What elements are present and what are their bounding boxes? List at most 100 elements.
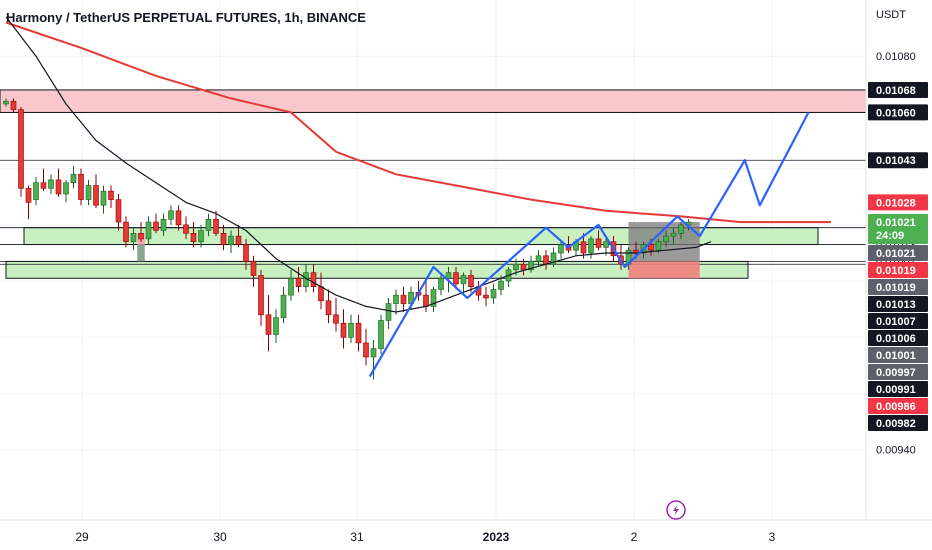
chart-title: Harmony / TetherUS PERPETUAL FUTURES, 1h… xyxy=(6,10,366,25)
price-badge xyxy=(868,330,928,347)
candle-body xyxy=(228,235,234,245)
price-badge-label: 0.01028 xyxy=(876,197,916,209)
candle-body xyxy=(258,275,264,316)
price-badge xyxy=(868,152,928,169)
projection-path xyxy=(368,111,810,378)
candle-body xyxy=(355,322,362,344)
candle-body xyxy=(145,221,152,240)
price-badge-label: 0.00986 xyxy=(876,401,916,413)
candle-body xyxy=(183,224,189,234)
candle-body xyxy=(168,210,174,220)
ma-long-line xyxy=(5,21,831,224)
candle-body xyxy=(543,255,549,265)
candle-body xyxy=(550,252,557,265)
price-badge-label: 0.01019 xyxy=(876,265,916,277)
price-badge-label: 0.01001 xyxy=(876,350,916,362)
price-badge-label: 0.00991 xyxy=(876,384,916,396)
price-badge-label: 0.01021 xyxy=(876,217,916,229)
projection-layer xyxy=(368,111,810,378)
candle-body xyxy=(528,261,534,271)
lightning-bolt-icon-glyph xyxy=(673,504,679,516)
candle-body xyxy=(603,241,609,248)
price-badge xyxy=(868,81,928,98)
candle-body xyxy=(445,272,452,279)
price-badge xyxy=(868,296,928,313)
lightning-bolt-icon[interactable] xyxy=(666,500,686,520)
candle-body xyxy=(85,185,92,200)
time-tick-label: 3 xyxy=(769,530,776,544)
candle-body xyxy=(483,294,489,299)
price-badge-countdown: 24:09 xyxy=(876,230,904,242)
currency-label: USDT xyxy=(876,9,906,21)
candle-body xyxy=(325,300,332,316)
price-badge xyxy=(868,415,928,432)
candle-body xyxy=(265,314,272,335)
price-badges[interactable]: 0.010680.010600.010430.010280.0102124:09… xyxy=(868,81,928,432)
candle-body xyxy=(498,280,504,290)
candle-body xyxy=(63,182,69,195)
candle-body xyxy=(213,218,219,234)
candle-body xyxy=(453,272,459,285)
candle-body xyxy=(595,238,602,248)
supply-zone xyxy=(0,89,867,113)
candle-body xyxy=(588,238,594,254)
time-tick-label: 2 xyxy=(631,530,638,544)
candle-body xyxy=(100,190,107,206)
price-badge-label: 0.01043 xyxy=(876,155,916,167)
price-badge-label: 0.01013 xyxy=(876,299,916,311)
price-badge-label: 0.01019 xyxy=(876,282,916,294)
candle-body xyxy=(70,173,77,184)
time-tick-label: 29 xyxy=(75,530,89,544)
candle-body xyxy=(348,322,354,338)
candle-body xyxy=(138,232,144,240)
candle-body xyxy=(250,261,257,276)
long-stop-area xyxy=(628,261,700,279)
candle-body xyxy=(535,255,542,262)
candle-body xyxy=(520,263,527,271)
time-tick-label: 30 xyxy=(213,530,227,544)
price-badge-label: 0.01021 xyxy=(876,248,916,260)
price-badge xyxy=(868,364,928,381)
candle-body xyxy=(468,275,474,288)
candle-body xyxy=(363,342,369,358)
time-axis-ticks: 29 30 31 2023 2 3 xyxy=(75,530,775,544)
candle-body xyxy=(655,241,662,251)
candle-body xyxy=(130,232,137,243)
candle-body xyxy=(190,232,197,243)
candle-body xyxy=(490,289,497,299)
price-badge xyxy=(868,262,928,279)
candle-body xyxy=(513,263,519,271)
candle-body xyxy=(3,100,9,105)
price-badge xyxy=(868,347,928,364)
moving-averages-layer xyxy=(5,16,831,313)
price-badge xyxy=(868,245,928,262)
candle-body xyxy=(243,244,249,262)
candle-body xyxy=(460,275,467,285)
price-badge xyxy=(868,398,928,415)
candle-body xyxy=(400,294,407,304)
candle-body xyxy=(235,235,242,245)
candle-body xyxy=(558,244,564,254)
candle-body xyxy=(55,179,62,195)
candle-body xyxy=(310,272,317,288)
candle-body xyxy=(648,244,654,251)
candle-body xyxy=(663,235,669,243)
candle-body xyxy=(670,232,677,237)
candle-body xyxy=(93,185,99,206)
price-badge-label: 0.01007 xyxy=(876,316,916,328)
candle-body xyxy=(438,277,444,290)
candle-body xyxy=(580,241,587,254)
price-badge xyxy=(868,313,928,330)
lightning-bolt-icon-ring xyxy=(666,500,686,520)
candle-body xyxy=(198,230,204,243)
candle-body xyxy=(18,109,24,189)
candle-body xyxy=(123,221,129,243)
candle-body xyxy=(340,322,347,338)
candle-body xyxy=(378,320,384,349)
time-tick-label: 31 xyxy=(350,530,364,544)
candle-body xyxy=(288,277,294,296)
candle-body xyxy=(25,188,32,203)
candle-body xyxy=(153,221,159,231)
candle-body xyxy=(160,218,167,231)
